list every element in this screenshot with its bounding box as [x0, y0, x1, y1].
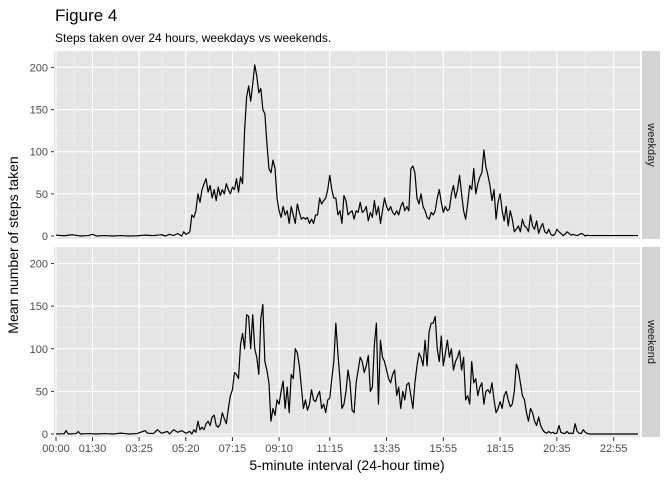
facet-panel-weekend — [54, 247, 640, 437]
strip-background — [642, 247, 660, 437]
figure-title: Figure 4 — [55, 6, 117, 25]
facet-strips: weekday weekend — [642, 51, 660, 437]
series-line-weekend — [55, 303, 638, 435]
y-axis-label: Mean number of steps taken — [5, 156, 21, 333]
strip-label-weekday: weekday — [645, 122, 657, 167]
x-axis: 00:00 01:30 03:25 05:20 07:15 09:10 11:15 13:35… — [42, 437, 627, 455]
x-tick-label: 13:35 — [373, 443, 401, 455]
facet-panel-weekday — [54, 51, 640, 239]
y-axes: 0 50 100 150 200 0 50 100 150 200 — [30, 62, 54, 441]
y-tick-label: 150 — [30, 105, 48, 117]
y-tick-label: 50 — [36, 189, 48, 201]
x-tick-label: 22:55 — [600, 443, 628, 455]
panel-background — [54, 247, 640, 437]
y-tick-label: 200 — [30, 62, 48, 74]
y-tick-label: 200 — [30, 259, 48, 271]
x-tick-label: 20:35 — [543, 443, 571, 455]
figure-subtitle: Steps taken over 24 hours, weekdays vs w… — [55, 31, 331, 45]
y-tick-label: 0 — [42, 429, 48, 441]
facet-panels — [54, 51, 640, 437]
y-tick-label: 100 — [30, 344, 48, 356]
strip-background — [642, 51, 660, 239]
x-tick-label: 15:55 — [430, 443, 458, 455]
y-tick-label: 50 — [36, 386, 48, 398]
series-line-weekday — [55, 64, 638, 237]
x-tick-label: 09:10 — [265, 443, 293, 455]
x-tick-label: 03:25 — [125, 443, 153, 455]
x-tick-label: 11:15 — [316, 443, 343, 455]
y-tick-label: 0 — [42, 231, 48, 243]
y-tick-label: 150 — [30, 301, 48, 313]
x-tick-label: 18:15 — [486, 443, 514, 455]
x-tick-label: 05:20 — [172, 443, 200, 455]
x-tick-label: 07:15 — [219, 443, 247, 455]
x-axis-label: 5-minute interval (24-hour time) — [249, 457, 444, 473]
x-tick-label: 00:00 — [42, 443, 70, 455]
strip-label-weekend: weekend — [645, 319, 657, 364]
x-tick-label: 01:30 — [79, 443, 107, 455]
y-tick-label: 100 — [30, 147, 48, 159]
